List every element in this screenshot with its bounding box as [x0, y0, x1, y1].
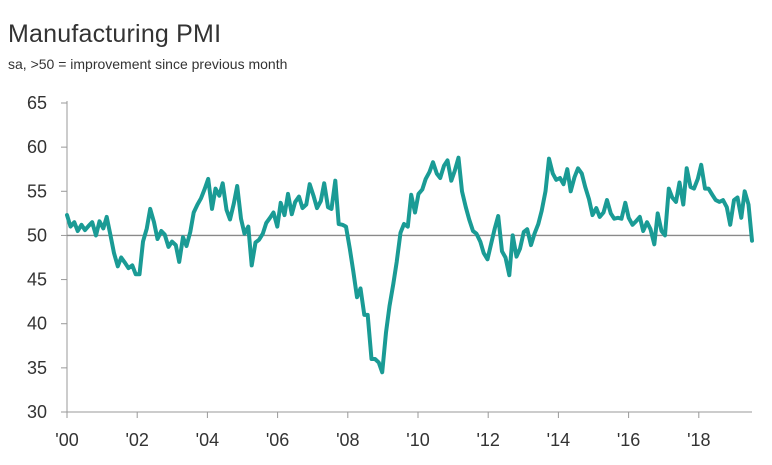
- y-tick-label-55: 55: [27, 181, 47, 201]
- y-tick-label-45: 45: [27, 270, 47, 290]
- x-tick-label-2018: '18: [687, 430, 710, 450]
- x-axis-ticks: '00 '02 '04 '06 '08 '10 '12 '14 '16 '18: [55, 412, 711, 450]
- series-line-manufacturing-pmi: [65, 155, 754, 375]
- y-tick-label-40: 40: [27, 314, 47, 334]
- y-tick-label-35: 35: [27, 358, 47, 378]
- x-tick-label-2014: '14: [547, 430, 570, 450]
- x-tick-label-2012: '12: [476, 430, 499, 450]
- chart-title: Manufacturing PMI: [8, 20, 222, 48]
- x-tick-label-2008: '08: [336, 430, 359, 450]
- x-tick-label-2004: '04: [196, 430, 219, 450]
- x-tick-label-2006: '06: [266, 430, 289, 450]
- x-tick-label-2002: '02: [125, 430, 148, 450]
- y-tick-label-65: 65: [27, 93, 47, 113]
- chart-subtitle: sa, >50 = improvement since previous mon…: [8, 56, 288, 72]
- y-tick-label-30: 30: [27, 402, 47, 422]
- y-tick-label-60: 60: [27, 137, 47, 157]
- x-tick-label-2010: '10: [406, 430, 429, 450]
- x-tick-label-2016: '16: [617, 430, 640, 450]
- x-tick-label-2000: '00: [55, 430, 78, 450]
- y-tick-label-50: 50: [27, 225, 47, 245]
- y-axis-ticks: 30 35 40 45 50 55 60 65: [27, 93, 67, 422]
